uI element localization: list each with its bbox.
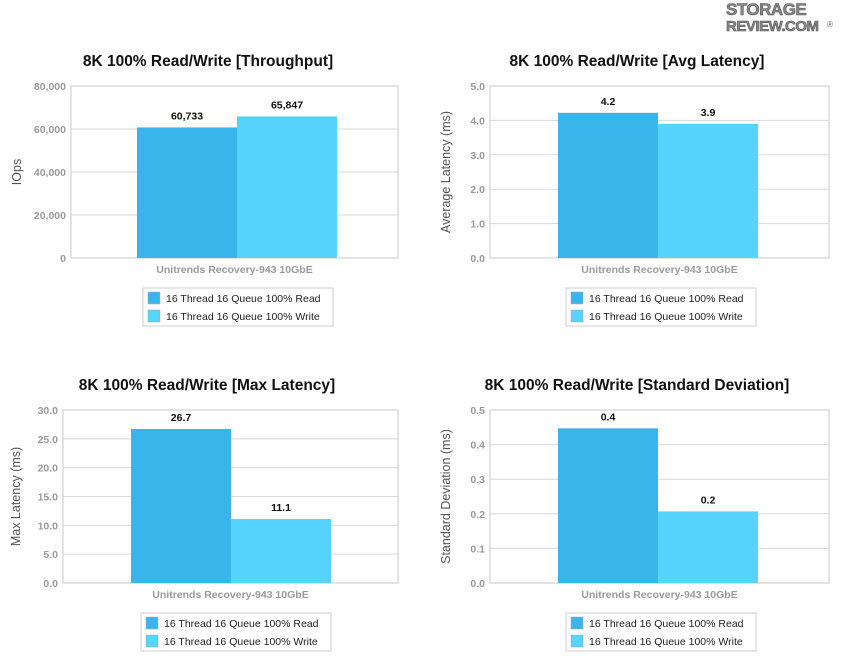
- data-label-write: 11.1: [271, 502, 291, 514]
- y-tick-label: 40,000: [34, 167, 66, 179]
- legend-label-write: 16 Thread 16 Queue 100% Write: [589, 636, 743, 648]
- legend-label-read: 16 Thread 16 Queue 100% Read: [589, 293, 744, 305]
- bar-write: [658, 511, 758, 583]
- y-tick-label: 20.0: [38, 463, 59, 475]
- legend: [565, 287, 757, 327]
- y-tick-label: 0.2: [470, 509, 485, 521]
- bar-read: [137, 127, 237, 259]
- data-label-read: 0.4: [601, 411, 616, 423]
- legend-swatch-read: [145, 616, 159, 630]
- x-category-label: Unitrends Recovery-943 10GbE: [156, 264, 312, 276]
- legend-label-write: 16 Thread 16 Queue 100% Write: [589, 311, 743, 323]
- y-axis-label: Standard Deviation (ms): [439, 429, 453, 564]
- data-label-write: 3.9: [701, 107, 716, 119]
- data-label-read: 60,733: [171, 110, 203, 122]
- plot-area: [70, 85, 399, 259]
- data-label-read: 26.7: [171, 412, 192, 424]
- y-tick-label: 60,000: [34, 124, 66, 136]
- legend-swatch-write: [145, 634, 159, 648]
- bar-write: [658, 123, 758, 258]
- data-label-read: 4.2: [601, 96, 616, 108]
- bar-write: [237, 116, 337, 258]
- y-tick-label: 80,000: [34, 81, 66, 93]
- x-category-label: Unitrends Recovery-943 10GbE: [581, 589, 737, 601]
- y-tick-label: 0.4: [470, 440, 485, 452]
- logo-registered-mark: ®: [827, 20, 833, 29]
- y-tick-label: 0.0: [470, 578, 485, 590]
- y-axis-label: IOps: [10, 159, 24, 185]
- legend-label-write: 16 Thread 16 Queue 100% Write: [166, 311, 320, 323]
- y-tick-label: 1.0: [470, 219, 485, 231]
- logo-line-2: REVIEW.COM: [726, 18, 819, 34]
- bar-read: [131, 429, 231, 583]
- legend-label-write: 16 Thread 16 Queue 100% Write: [164, 636, 318, 648]
- y-tick-label: 15.0: [38, 492, 59, 504]
- legend-swatch-write: [147, 309, 161, 323]
- legend-swatch-write: [570, 309, 584, 323]
- x-category-label: Unitrends Recovery-943 10GbE: [152, 589, 308, 601]
- plot-area: [489, 85, 830, 259]
- bar-read: [558, 428, 658, 583]
- y-tick-label: 0.0: [470, 253, 485, 265]
- chart-title: 8K 100% Read/Write [Throughput]: [83, 53, 333, 70]
- y-tick-label: 0.1: [470, 543, 485, 555]
- y-tick-label: 0.3: [470, 474, 485, 486]
- storagereview-logo: STORAGE REVIEW.COM ®: [726, 0, 833, 34]
- plot-area: [62, 409, 399, 584]
- legend: [142, 287, 334, 327]
- legend: [140, 612, 332, 652]
- plot-area: [489, 409, 830, 584]
- y-tick-label: 25.0: [38, 434, 59, 446]
- y-tick-label: 0: [60, 253, 66, 265]
- legend-swatch-read: [147, 291, 161, 305]
- y-tick-label: 30.0: [38, 405, 59, 417]
- y-tick-label: 2.0: [470, 184, 485, 196]
- y-tick-label: 5.0: [470, 81, 485, 93]
- legend-swatch-read: [570, 291, 584, 305]
- chart-title: 8K 100% Read/Write [Standard Deviation]: [485, 377, 790, 394]
- chart-title: 8K 100% Read/Write [Max Latency]: [79, 377, 335, 394]
- y-axis-label: Average Latency (ms): [439, 111, 453, 233]
- y-tick-label: 10.0: [38, 520, 59, 532]
- x-category-label: Unitrends Recovery-943 10GbE: [581, 264, 737, 276]
- legend-label-read: 16 Thread 16 Queue 100% Read: [164, 618, 319, 630]
- logo-line-1: STORAGE: [726, 0, 806, 19]
- y-tick-label: 0.5: [470, 405, 485, 417]
- chart-title: 8K 100% Read/Write [Avg Latency]: [510, 53, 765, 70]
- y-axis-label: Max Latency (ms): [9, 447, 23, 546]
- legend-label-read: 16 Thread 16 Queue 100% Read: [166, 293, 321, 305]
- y-tick-label: 4.0: [470, 115, 485, 127]
- data-label-write: 0.2: [701, 494, 716, 506]
- y-tick-label: 3.0: [470, 150, 485, 162]
- y-tick-label: 0.0: [43, 578, 58, 590]
- bar-read: [558, 112, 658, 258]
- y-tick-label: 20,000: [34, 210, 66, 222]
- legend-swatch-read: [570, 616, 584, 630]
- legend-swatch-write: [570, 634, 584, 648]
- y-tick-label: 5.0: [43, 549, 58, 561]
- legend: [565, 612, 757, 652]
- data-label-write: 65,847: [271, 99, 303, 111]
- legend-label-read: 16 Thread 16 Queue 100% Read: [589, 618, 744, 630]
- bar-write: [231, 518, 331, 583]
